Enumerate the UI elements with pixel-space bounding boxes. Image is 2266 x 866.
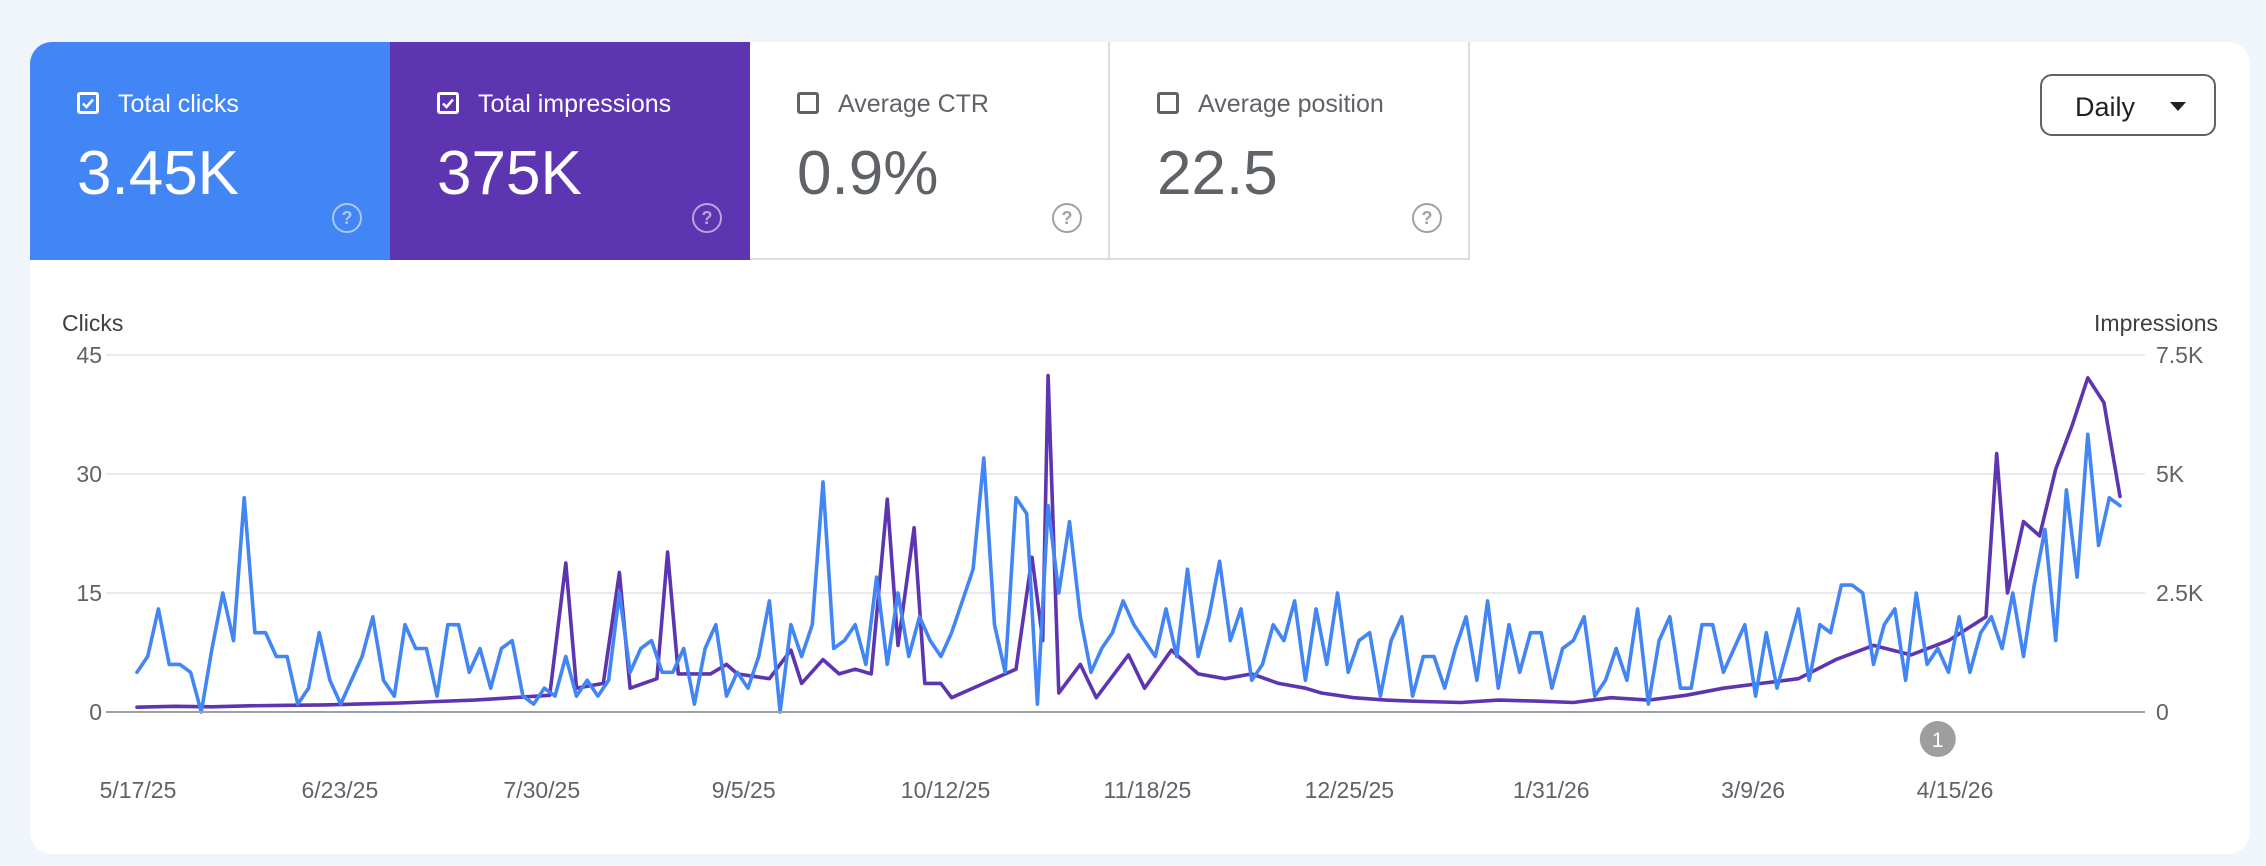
metric-card-average-ctr[interactable]: Average CTR 0.9% ?: [750, 42, 1110, 260]
metric-card-total-impressions[interactable]: Total impressions 375K ?: [390, 42, 750, 260]
x-axis-tick-label: 7/30/25: [503, 777, 580, 803]
performance-panel: Total clicks 3.45K ? Total impressions 3…: [30, 42, 2250, 854]
x-axis-tick-label: 6/23/25: [302, 777, 379, 803]
help-icon[interactable]: ?: [1412, 203, 1442, 233]
check-icon: [442, 98, 454, 109]
x-axis-tick-label: 3/9/26: [1721, 777, 1785, 803]
granularity-label: Daily: [2075, 92, 2136, 122]
help-icon[interactable]: ?: [332, 203, 362, 233]
metric-value: 375K: [437, 139, 582, 208]
checkbox-average-ctr[interactable]: [797, 92, 819, 114]
metric-card-total-clicks[interactable]: Total clicks 3.45K ?: [30, 42, 390, 260]
help-icon[interactable]: ?: [692, 203, 722, 233]
checkbox-total-clicks[interactable]: [77, 92, 99, 114]
annotation-marker[interactable]: 1: [1919, 721, 1956, 757]
x-axis-tick-label: 1/31/26: [1513, 777, 1590, 803]
x-axis-tick-label: 9/5/25: [712, 777, 776, 803]
series-line-impressions: [135, 373, 2122, 710]
metric-label: Average position: [1198, 90, 1384, 118]
left-axis-title: Clicks: [62, 310, 123, 336]
series-line-clicks: [135, 432, 2122, 714]
performance-chart: 0 15 30 45 0 2.5K 5K 7.5K Clicks Impressions 5/17/…: [62, 310, 2218, 803]
right-axis-title: Impressions: [2094, 310, 2218, 336]
metric-value: 0.9%: [797, 139, 939, 208]
right-axis-tick-label: 0: [2156, 699, 2169, 725]
caret-down-icon: [2170, 102, 2186, 111]
metric-cards: Total clicks 3.45K ? Total impressions 3…: [30, 42, 1470, 260]
x-axis-tick-label: 12/25/25: [1305, 777, 1395, 803]
check-icon: [82, 98, 94, 109]
metric-card-average-position[interactable]: Average position 22.5 ?: [1110, 42, 1470, 260]
left-axis-tick-label: 15: [76, 580, 102, 606]
checkbox-total-impressions[interactable]: [437, 92, 459, 114]
x-axis-tick-label: 11/18/25: [1104, 777, 1192, 803]
right-axis-tick-label: 5K: [2156, 461, 2185, 487]
right-axis-tick-label: 2.5K: [2156, 580, 2204, 606]
x-axis-tick-label: 5/17/25: [100, 777, 177, 803]
left-axis-tick-label: 45: [76, 342, 102, 368]
left-axis-tick-label: 30: [76, 461, 102, 487]
metric-label: Total clicks: [118, 90, 239, 118]
granularity-dropdown[interactable]: Daily: [2040, 74, 2216, 136]
checkbox-average-position[interactable]: [1157, 92, 1179, 114]
right-axis-tick-label: 7.5K: [2156, 342, 2204, 368]
x-axis-tick-label: 10/12/25: [901, 777, 991, 803]
left-axis-tick-label: 0: [89, 699, 102, 725]
annotation-circle: [1919, 721, 1956, 757]
metric-value: 3.45K: [77, 139, 240, 208]
annotation-label: 1: [1932, 729, 1944, 752]
help-icon[interactable]: ?: [1052, 203, 1082, 233]
metric-label: Average CTR: [838, 90, 989, 118]
metric-label: Total impressions: [478, 90, 672, 118]
metric-value: 22.5: [1157, 139, 1278, 208]
x-axis-tick-label: 4/15/26: [1917, 777, 1994, 803]
